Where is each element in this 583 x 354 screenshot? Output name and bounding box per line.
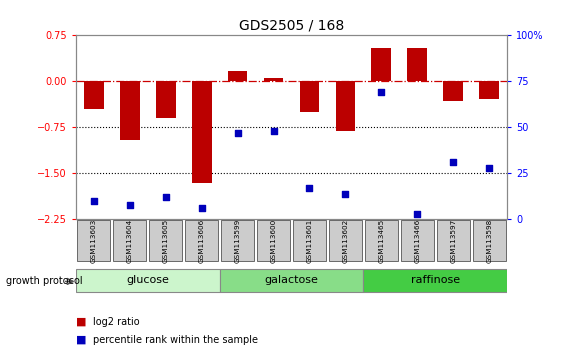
Bar (444, 81, 463, 101)
Point (125, 202, 134, 207)
Text: GSM113601: GSM113601 (307, 218, 312, 263)
Bar (228, 71, 247, 81)
Text: percentile rank within the sample: percentile rank within the sample (93, 335, 258, 345)
FancyBboxPatch shape (220, 269, 363, 292)
Bar (408, 48, 427, 81)
FancyBboxPatch shape (76, 269, 220, 292)
Text: glucose: glucose (127, 275, 169, 285)
Text: ■: ■ (76, 317, 86, 327)
Text: galactose: galactose (265, 275, 318, 285)
Text: GSM113599: GSM113599 (234, 218, 241, 263)
Bar (479, 81, 499, 99)
Text: GSM113600: GSM113600 (271, 218, 276, 263)
FancyBboxPatch shape (329, 220, 362, 261)
Point (197, 206, 206, 211)
Text: GSM113465: GSM113465 (378, 218, 384, 263)
FancyBboxPatch shape (149, 220, 182, 261)
Bar (192, 81, 212, 183)
FancyBboxPatch shape (113, 220, 146, 261)
Bar (300, 81, 319, 112)
Point (269, 128, 278, 134)
Text: GSM113606: GSM113606 (199, 218, 205, 263)
Bar (156, 81, 175, 118)
FancyBboxPatch shape (77, 220, 110, 261)
Point (448, 160, 458, 165)
Text: GSM113597: GSM113597 (450, 218, 456, 263)
FancyBboxPatch shape (257, 220, 290, 261)
Bar (264, 78, 283, 81)
Title: GDS2505 / 168: GDS2505 / 168 (239, 19, 344, 33)
Text: GSM113604: GSM113604 (127, 218, 133, 263)
Bar (120, 81, 139, 140)
Text: growth protocol: growth protocol (6, 276, 82, 286)
Text: GSM113603: GSM113603 (91, 218, 97, 263)
FancyBboxPatch shape (365, 220, 398, 261)
Point (340, 191, 350, 196)
Point (161, 195, 170, 200)
FancyBboxPatch shape (221, 220, 254, 261)
Text: log2 ratio: log2 ratio (93, 317, 140, 327)
FancyBboxPatch shape (363, 269, 507, 292)
FancyBboxPatch shape (293, 220, 326, 261)
Text: ■: ■ (76, 335, 86, 345)
Point (484, 165, 494, 171)
FancyBboxPatch shape (401, 220, 434, 261)
Text: GSM113466: GSM113466 (415, 218, 420, 263)
Bar (371, 48, 391, 81)
FancyBboxPatch shape (437, 220, 470, 261)
Bar (84, 81, 104, 109)
Text: raffinose: raffinose (411, 275, 460, 285)
Bar (336, 81, 355, 131)
Point (89, 198, 99, 204)
Text: GSM113598: GSM113598 (486, 218, 492, 263)
Text: GSM113602: GSM113602 (342, 218, 349, 263)
FancyBboxPatch shape (185, 220, 218, 261)
Point (377, 90, 386, 95)
FancyBboxPatch shape (473, 220, 506, 261)
Point (305, 185, 314, 191)
Point (233, 130, 242, 136)
Text: GSM113605: GSM113605 (163, 218, 168, 263)
Point (413, 211, 422, 217)
